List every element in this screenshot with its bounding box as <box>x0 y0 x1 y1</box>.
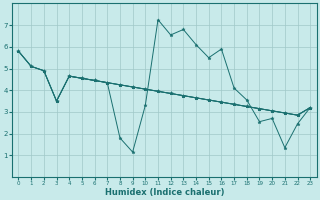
X-axis label: Humidex (Indice chaleur): Humidex (Indice chaleur) <box>105 188 224 197</box>
